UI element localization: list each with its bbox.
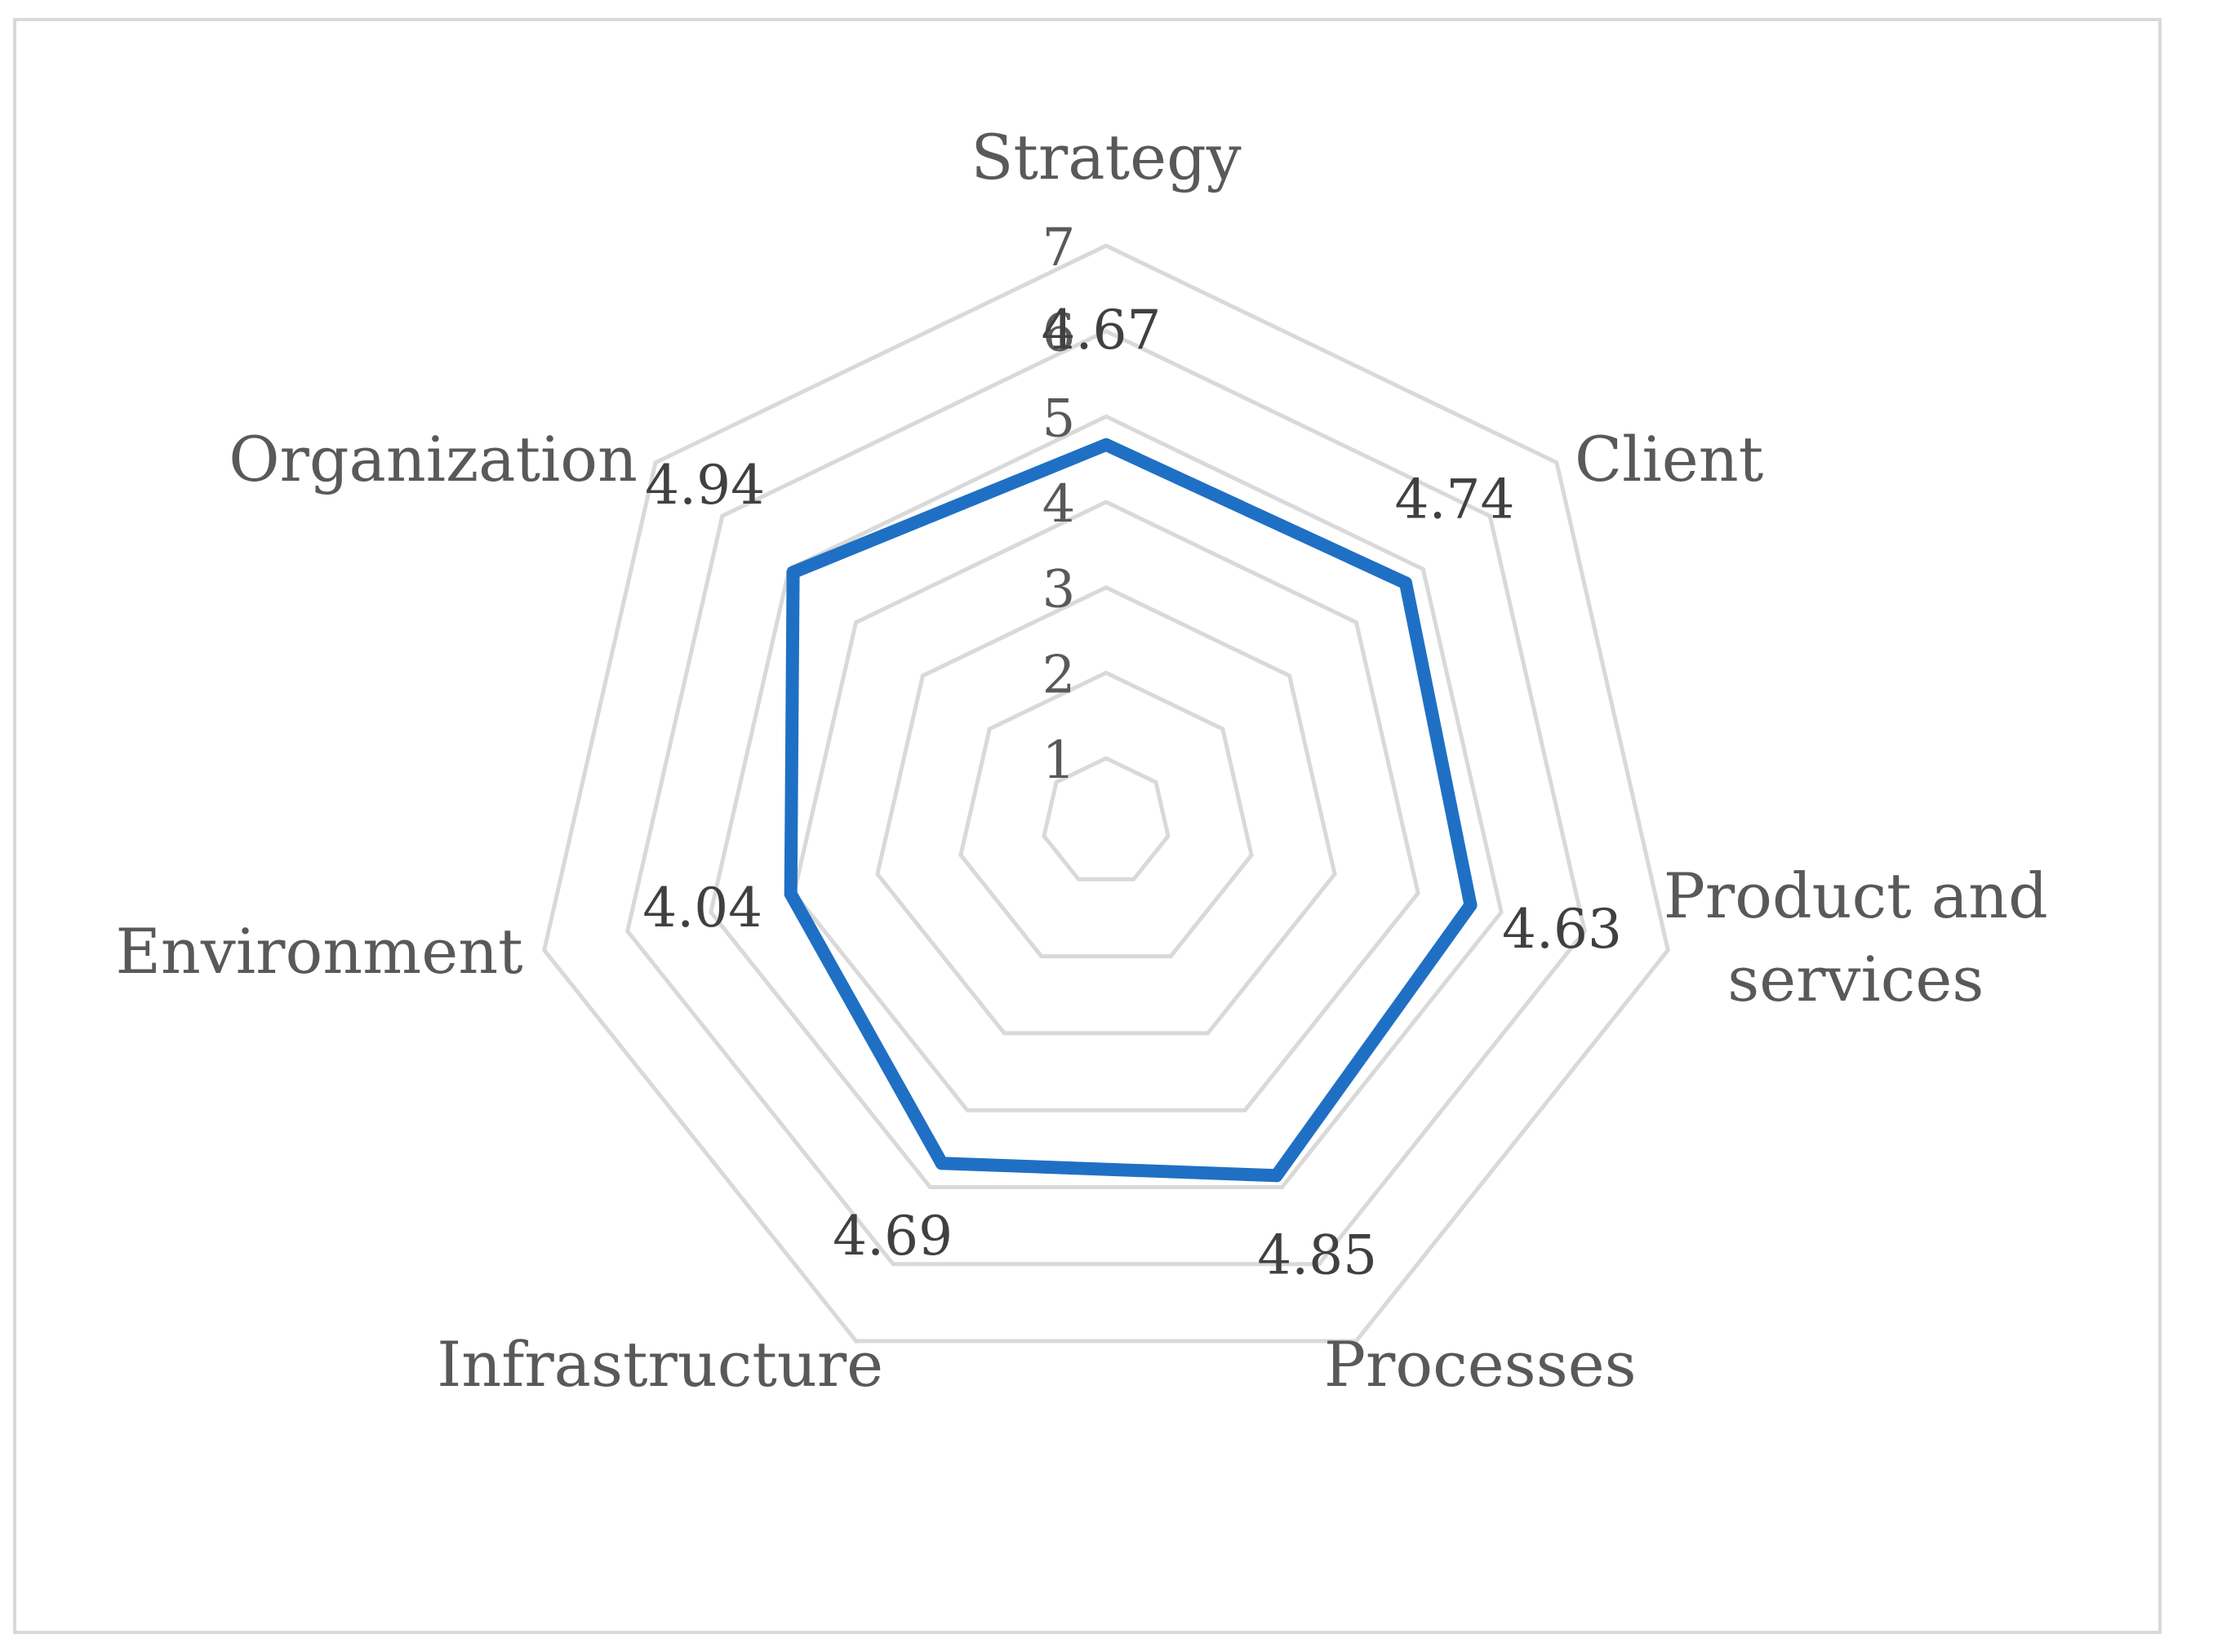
data-point-strategy: [1100, 437, 1113, 451]
data-label-strategy: 4.67: [1042, 299, 1162, 362]
category-label-product-and-services: Product and services: [1664, 859, 2048, 1015]
tick-label-4: 4: [1042, 474, 1076, 535]
grid-ring-1: [1042, 756, 1171, 882]
grid-rings: [541, 243, 1671, 1343]
tick-label-1: 1: [1042, 731, 1076, 791]
tick-label-7: 7: [1042, 218, 1076, 278]
category-label-client: Client: [1575, 423, 1763, 495]
data-label-product-and-services: 4.63: [1502, 898, 1622, 961]
chart-frame: [13, 18, 2162, 1634]
grid-ring-7: [541, 243, 1671, 1343]
data-label-infrastructure: 4.69: [833, 1205, 953, 1268]
grid-ring-5: [709, 414, 1504, 1189]
tick-label-2: 2: [1042, 645, 1076, 705]
data-point-infrastructure: [935, 1157, 949, 1170]
data-label-environment: 4.04: [642, 877, 762, 939]
series-layer: [784, 437, 1478, 1183]
tick-label-6: 6: [1042, 304, 1076, 364]
grid-ring-3: [875, 584, 1337, 1036]
data-point-processes: [1269, 1169, 1283, 1183]
axis-tick-labels: 1 2 3 4 5 6 7: [1042, 218, 1076, 791]
category-labels: Strategy Client Product and services Process…: [115, 121, 2047, 1401]
tick-label-5: 5: [1042, 389, 1076, 449]
data-label-client: 4.74: [1395, 468, 1515, 531]
series-line-score: [784, 437, 1478, 1183]
category-label-infrastructure: Infrastructure: [437, 1328, 883, 1401]
data-label-organization: 4.94: [645, 454, 765, 517]
category-label-organization: Organization: [229, 423, 638, 495]
data-label-processes: 4.85: [1257, 1223, 1377, 1286]
data-point-environment: [784, 887, 798, 901]
data-labels: 4.67 4.74 4.63 4.85 4.69 4.04 4.94: [642, 299, 1622, 1286]
category-label-processes: Processes: [1324, 1328, 1637, 1401]
grid-ring-2: [958, 670, 1254, 959]
tick-label-3: 3: [1042, 560, 1076, 620]
grid-ring-4: [792, 500, 1420, 1112]
data-point-product-and-services: [1464, 898, 1478, 912]
category-label-strategy: Strategy: [971, 121, 1241, 193]
grid-ring-6: [624, 328, 1588, 1267]
data-point-organization: [786, 566, 800, 580]
category-label-environment: Environment: [115, 915, 522, 988]
data-point-client: [1399, 576, 1412, 590]
